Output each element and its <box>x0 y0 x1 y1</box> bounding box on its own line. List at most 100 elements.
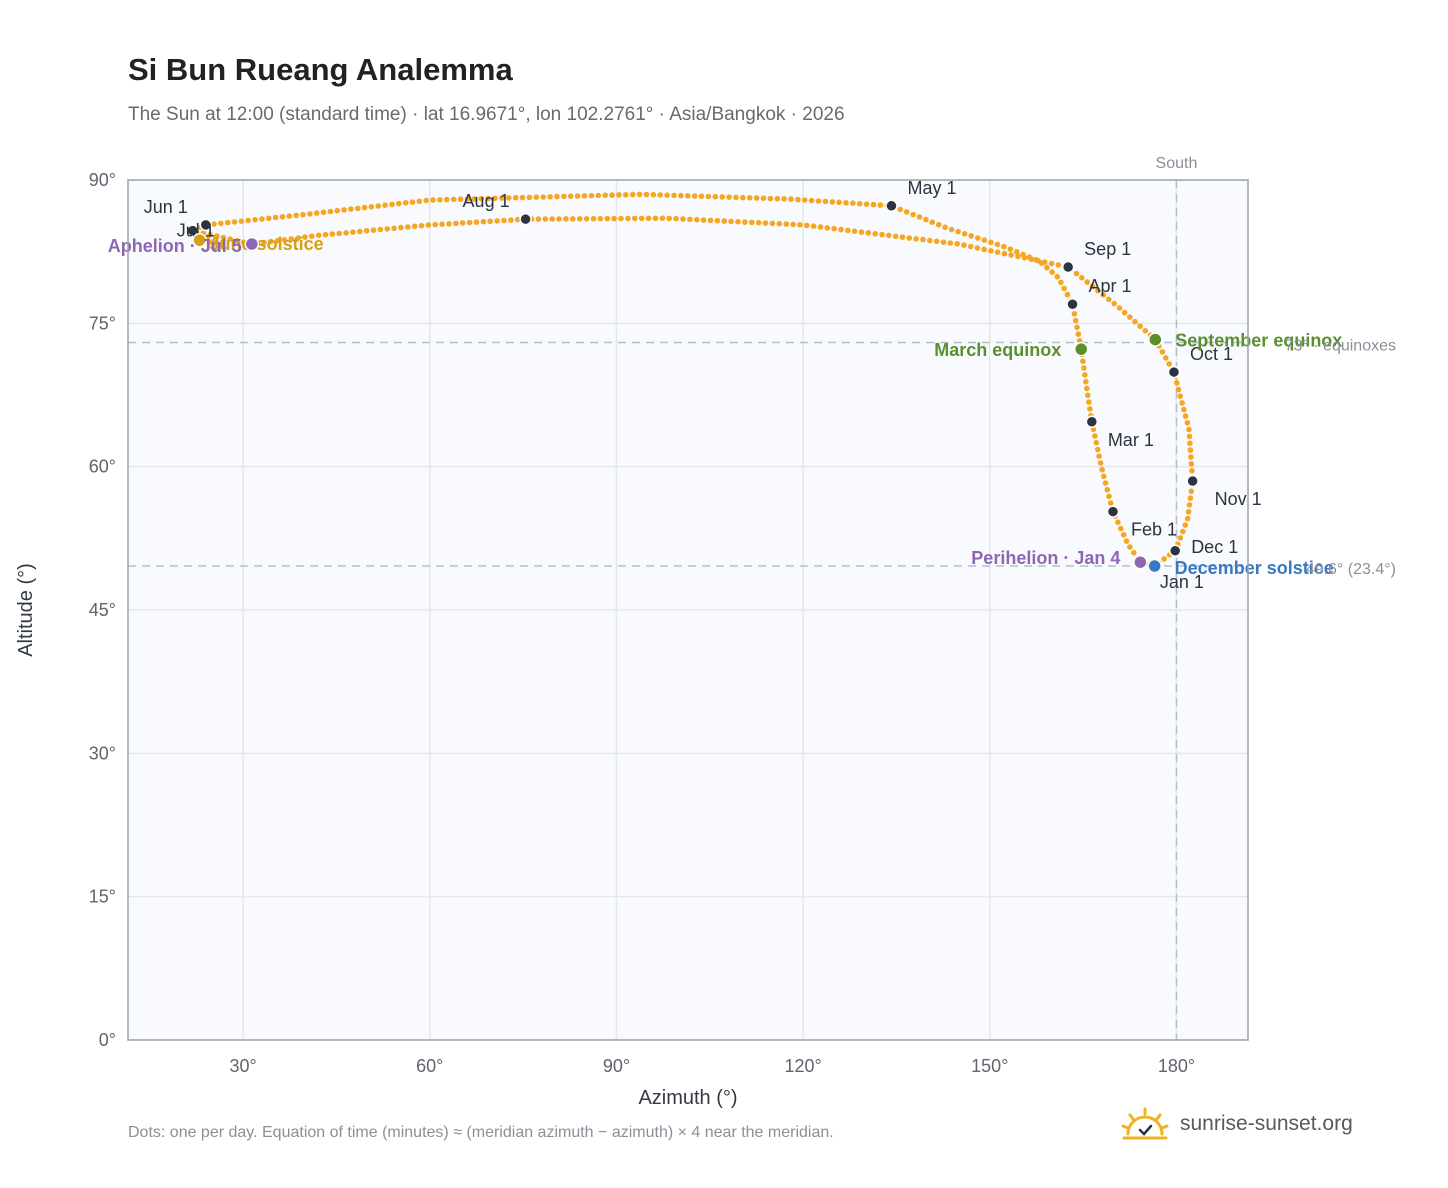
daily-dot <box>375 203 382 209</box>
daily-dot <box>466 219 473 226</box>
daily-dot <box>700 217 707 223</box>
daily-dot <box>439 221 445 227</box>
daily-dot <box>870 201 877 208</box>
daily-dot <box>602 192 608 199</box>
daily-dot <box>838 226 844 233</box>
daily-dot <box>494 218 500 224</box>
daily-dot <box>877 202 884 208</box>
daily-dot <box>425 222 432 228</box>
daily-dot <box>994 249 1001 255</box>
daily-dot <box>350 229 356 235</box>
daily-dot <box>954 241 960 247</box>
daily-dot <box>1035 257 1041 264</box>
daily-dot <box>590 215 597 222</box>
daily-dot <box>1185 509 1192 515</box>
daily-dot <box>1102 480 1109 486</box>
daily-dot <box>355 205 361 212</box>
month-label: Sep 1 <box>1084 239 1131 259</box>
month-label: Apr 1 <box>1089 276 1132 296</box>
daily-dot <box>334 207 341 214</box>
daily-dot <box>1106 296 1112 303</box>
daily-dot <box>1159 349 1166 355</box>
daily-dot <box>1061 285 1067 292</box>
y-tick-label: 90° <box>89 170 116 190</box>
daily-dot <box>295 235 302 241</box>
daily-dot <box>272 214 279 221</box>
daily-dot <box>879 231 885 238</box>
daily-dot <box>1044 264 1050 271</box>
daily-dot <box>760 195 767 201</box>
y-axis-label: Altitude (°) <box>15 563 37 657</box>
daily-dot <box>929 219 936 225</box>
event-label: March equinox <box>934 340 1061 360</box>
daily-dot <box>749 219 755 226</box>
daily-dot <box>1161 556 1167 562</box>
daily-dot <box>370 227 377 233</box>
daily-dot <box>293 212 300 219</box>
daily-dot <box>1131 549 1137 556</box>
plot-frame <box>127 179 1249 1041</box>
daily-dot <box>788 196 794 202</box>
daily-dot <box>685 193 691 199</box>
daily-dot <box>981 237 988 243</box>
daily-dot <box>1083 378 1089 385</box>
daily-dot <box>597 215 604 222</box>
daily-dot <box>480 218 487 225</box>
daily-dot <box>1095 287 1101 294</box>
daily-dot <box>423 197 430 204</box>
daily-dot <box>377 226 384 233</box>
daily-dot <box>238 218 245 224</box>
daily-dot <box>348 206 354 212</box>
event-markers: March equinox September equinox June solst… <box>108 232 1342 578</box>
daily-dot <box>478 195 485 202</box>
month-label: Jan 1 <box>1160 572 1204 592</box>
month-label: May 1 <box>907 178 956 198</box>
daily-dot <box>1100 292 1107 298</box>
event-label: Perihelion · Jan 4 <box>971 548 1120 568</box>
daily-dot <box>831 225 837 232</box>
brand[interactable]: sunrise-sunset.org <box>1120 1104 1353 1144</box>
daily-dot <box>694 216 700 223</box>
daily-dot <box>211 221 217 227</box>
daily-dot <box>920 236 926 243</box>
daily-dot <box>1179 400 1185 406</box>
daily-dot <box>625 215 631 222</box>
daily-dot <box>1082 372 1088 378</box>
daily-dot <box>512 194 519 201</box>
daily-dot <box>389 201 395 208</box>
daily-dot <box>1099 466 1105 473</box>
daily-dot <box>446 221 452 227</box>
daily-dot <box>1186 426 1192 433</box>
daily-dot <box>767 195 774 202</box>
daily-dot <box>274 237 281 244</box>
daily-dot <box>409 199 416 205</box>
daily-dot <box>1042 259 1048 265</box>
daily-dot <box>327 208 334 215</box>
daily-dot <box>547 194 553 200</box>
month-marker <box>1061 260 1075 274</box>
daily-dot <box>210 238 217 245</box>
event-marker <box>1133 554 1148 570</box>
daily-dot <box>933 238 940 245</box>
event-marker <box>1148 332 1163 347</box>
daily-dot <box>618 215 624 222</box>
daily-dot <box>1048 260 1055 267</box>
month-marker <box>519 212 532 226</box>
reference-line-label: 73° · equinoxes <box>1285 337 1396 354</box>
daily-dot <box>535 216 542 222</box>
event-label: December solstice <box>1175 558 1334 578</box>
daily-dot <box>382 202 388 208</box>
daily-dot <box>1127 544 1133 550</box>
daily-dot <box>740 194 746 201</box>
daily-dot <box>955 228 961 235</box>
grid <box>128 179 1248 1041</box>
daily-dot <box>1084 279 1090 285</box>
daily-dot <box>1189 467 1195 474</box>
daily-dot <box>554 193 560 200</box>
daily-dot <box>899 234 906 240</box>
daily-dot <box>872 231 878 237</box>
daily-dot <box>829 199 836 205</box>
daily-dot <box>437 197 443 203</box>
x-tick-label: 120° <box>784 1056 821 1076</box>
